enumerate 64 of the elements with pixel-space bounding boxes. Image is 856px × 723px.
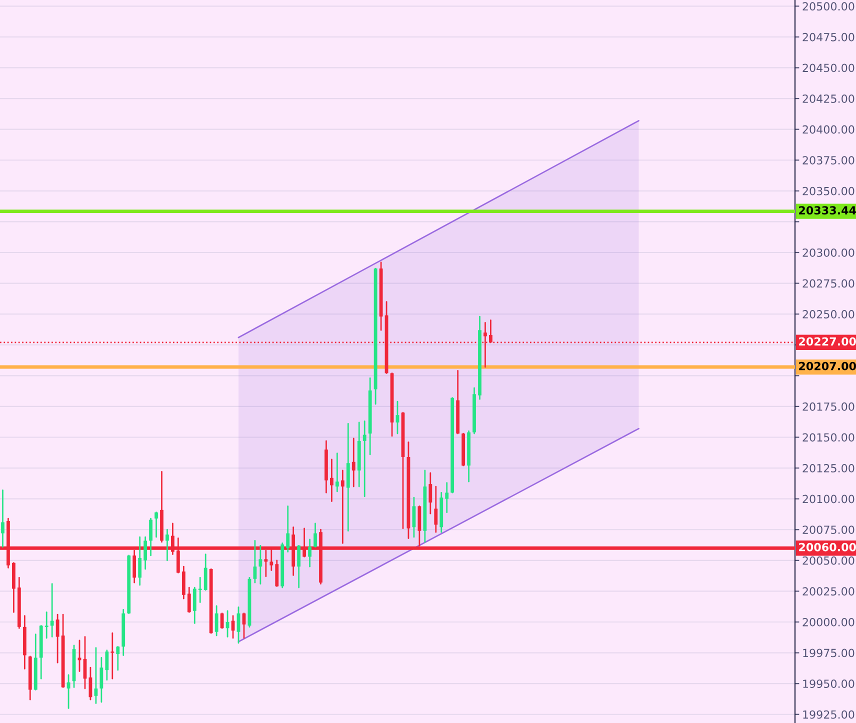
y-tick-label: 20150.00 <box>802 433 854 442</box>
candlestick <box>182 566 186 600</box>
candlestick <box>204 554 208 591</box>
candlestick <box>56 614 60 664</box>
candlestick <box>428 472 432 514</box>
candlestick <box>330 458 334 502</box>
y-tick-label: 19925.00 <box>803 710 854 719</box>
candlestick <box>258 544 262 585</box>
y-tick-label: 20300.00 <box>802 248 854 257</box>
y-tick-label: 20050.00 <box>802 556 854 565</box>
candlestick <box>445 482 449 514</box>
candlestick <box>1 490 4 548</box>
y-tick-label: 20475.00 <box>802 32 854 42</box>
candlestick <box>314 522 317 548</box>
candlestick <box>297 544 301 588</box>
candlestick <box>44 611 48 639</box>
y-tick-label: 20075.00 <box>802 526 854 534</box>
y-tick-label: 19950.00 <box>803 680 854 688</box>
candlestick <box>253 540 257 584</box>
candlestick <box>192 586 196 624</box>
y-tick-label: 19975.00 <box>803 648 854 658</box>
candlestick <box>412 496 416 538</box>
candlestick <box>362 420 366 498</box>
ref-line-label: 20207.00 <box>799 362 856 370</box>
candlestick <box>275 560 279 587</box>
ref-line-label: 20060.00 <box>799 542 856 552</box>
y-tick-label: 20425.00 <box>802 94 854 103</box>
candlestick <box>144 536 147 570</box>
candlestick <box>396 400 400 434</box>
y-tick-label: 20350.00 <box>802 186 854 196</box>
candlestick <box>94 647 98 704</box>
candlestick <box>434 486 438 533</box>
ref-line-label: 20227.00 <box>799 337 856 346</box>
y-tick-label: 20400.00 <box>802 125 854 134</box>
candlestick <box>286 506 290 552</box>
y-tick-label: 20375.00 <box>802 156 854 164</box>
y-tick-label: 20450.00 <box>802 64 854 72</box>
candlestick <box>198 576 202 603</box>
y-tick-label: 20000.00 <box>802 618 854 626</box>
y-tick-label: 20175.00 <box>802 402 854 411</box>
y-tick-label: 20125.00 <box>802 464 854 472</box>
candlestick <box>105 650 109 681</box>
candlestick <box>110 632 114 680</box>
y-tick-label: 20275.00 <box>802 279 854 288</box>
candlestick <box>308 538 312 568</box>
y-tick-label: 20250.00 <box>802 310 854 318</box>
y-tick-label: 20025.00 <box>802 587 854 596</box>
candlestick <box>50 583 54 638</box>
candlestick <box>154 512 158 538</box>
candlestick <box>116 646 120 671</box>
candlestick <box>352 438 356 488</box>
candlestick <box>340 470 344 544</box>
candlestick <box>100 657 104 703</box>
candlestick <box>220 612 224 629</box>
candlestick <box>335 452 339 492</box>
y-tick-label: 20100.00 <box>802 494 854 504</box>
candlestick <box>166 528 169 562</box>
y-tick-label: 20500.00 <box>802 2 854 11</box>
candlestick <box>138 536 142 586</box>
candlestick <box>78 640 82 672</box>
ref-line-label: 20333.44 <box>799 206 856 215</box>
candlestick <box>149 518 152 556</box>
candlestick <box>187 586 191 613</box>
candlestick <box>214 605 218 636</box>
